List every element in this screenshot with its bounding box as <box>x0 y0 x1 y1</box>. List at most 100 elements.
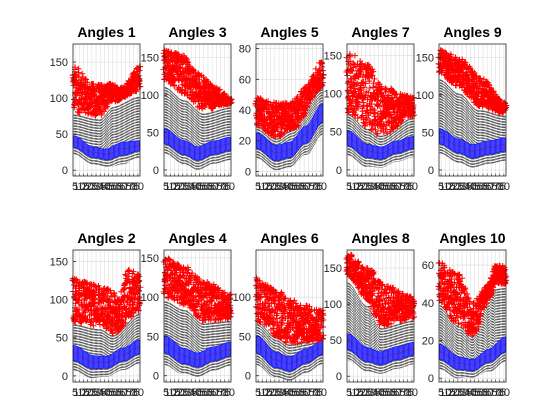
y-tick-label: 50 <box>56 129 68 141</box>
outlier-marker <box>115 306 122 313</box>
subplot-title: Angles 2 <box>77 230 136 246</box>
x-tick-label: 65 <box>119 387 131 399</box>
outlier-marker <box>76 109 83 116</box>
outlier-marker <box>79 70 86 77</box>
x-tick-label: 45 <box>102 181 114 193</box>
outlier-marker <box>130 310 137 317</box>
y-tick-label: 0 <box>62 165 68 177</box>
x-tick-label: 5 <box>72 387 78 399</box>
outlier-marker <box>126 267 133 274</box>
x-tick-label: 75 <box>128 387 140 399</box>
y-tick-label: 100 <box>141 90 159 102</box>
x-tick-label: 5 <box>72 181 78 193</box>
x-tick-label: 80 <box>132 387 144 399</box>
outlier-marker <box>136 77 143 84</box>
x-tick-label: 40 <box>98 387 110 399</box>
outlier-marker <box>132 86 139 93</box>
y-tick-label: 0 <box>153 371 159 383</box>
x-tick-label: 80 <box>223 387 235 399</box>
outlier-marker <box>122 320 129 327</box>
outliers <box>69 267 144 337</box>
y-tick-label: 150 <box>141 53 159 65</box>
outlier-marker <box>78 319 85 326</box>
subplot-1: 0501001505101520253035404550556065707580… <box>50 24 144 193</box>
outlier-marker <box>125 273 132 280</box>
outlier-marker <box>115 328 122 335</box>
outlier-marker <box>112 293 119 300</box>
x-tick-label: 15 <box>77 181 89 193</box>
outlier-marker <box>100 298 107 305</box>
x-tick-label: 65 <box>119 181 131 193</box>
x-tick-label: 55 <box>111 387 123 399</box>
x-tick-label: 70 <box>123 181 135 193</box>
outlier-marker <box>88 95 95 102</box>
outlier-marker <box>107 287 114 294</box>
y-tick-label: 150 <box>50 57 68 69</box>
x-tick-label: 80 <box>223 181 235 193</box>
subplot-title: Angles 1 <box>77 24 136 40</box>
outlier-marker <box>87 321 94 328</box>
outlier-marker <box>104 292 111 299</box>
outlier-marker <box>106 297 113 304</box>
outlier-marker <box>72 71 79 78</box>
subplot-2: 0501001505101520253035404550556065707580… <box>50 230 144 399</box>
subplot-3: 0501001505101520253035404550556065707580… <box>141 24 235 193</box>
outlier-marker <box>81 99 88 106</box>
y-tick-label: 50 <box>147 331 159 343</box>
x-tick-label: 80 <box>315 181 327 193</box>
outlier-marker <box>83 318 90 325</box>
outlier-marker <box>124 268 131 275</box>
x-tick-label: 10 <box>73 181 85 193</box>
outlier-marker <box>78 90 85 97</box>
x-tick-label: 25 <box>86 387 98 399</box>
y-tick-label: 20 <box>239 136 251 148</box>
outlier-marker <box>120 286 127 293</box>
outlier-marker <box>135 295 142 302</box>
y-tick-label: 100 <box>50 295 68 307</box>
y-tick-label: 0 <box>153 165 159 177</box>
outlier-marker <box>92 283 99 290</box>
y-ticks: 0 50 100 150 <box>50 57 76 177</box>
outlier-marker <box>122 313 129 320</box>
outlier-marker <box>122 93 129 100</box>
outlier-marker <box>82 76 89 83</box>
outlier-marker <box>75 306 82 313</box>
outlier-marker <box>78 299 85 306</box>
x-tick-label: 60 <box>115 181 127 193</box>
outlier-marker <box>136 287 143 294</box>
outlier-marker <box>98 112 105 119</box>
subplot-grid: 0501001505101520253035404550556065707580… <box>50 24 510 399</box>
x-tick-label: 30 <box>90 387 102 399</box>
outlier-marker <box>136 273 143 280</box>
y-tick-label: 60 <box>239 74 251 86</box>
outlier-marker <box>92 90 99 97</box>
outlier-marker <box>128 90 135 97</box>
x-tick-label: 45 <box>102 387 114 399</box>
outlier-marker <box>91 295 98 302</box>
box-series <box>72 313 141 379</box>
x-tick-label: 55 <box>111 181 123 193</box>
axes-frame <box>72 43 141 177</box>
subplot-title: Angles 4 <box>168 230 227 246</box>
y-tick-label: 150 <box>50 256 68 268</box>
outlier-marker <box>104 103 111 110</box>
y-tick-label: 150 <box>141 253 159 265</box>
box-series <box>163 87 232 170</box>
x-tick-label: 30 <box>90 181 102 193</box>
outlier-marker <box>90 322 97 329</box>
outlier-marker <box>107 314 114 321</box>
outlier-marker <box>119 322 126 329</box>
x-tick-label: 50 <box>107 387 119 399</box>
outlier-marker <box>133 283 140 290</box>
outlier-marker <box>96 285 103 292</box>
outlier-marker <box>93 312 100 319</box>
subplot-title: Angles 5 <box>260 24 319 40</box>
outlier-marker <box>135 307 142 314</box>
outlier-marker <box>86 291 93 298</box>
y-tick-label: 100 <box>50 93 68 105</box>
outlier-marker <box>75 65 82 72</box>
y-tick-label: 80 <box>239 44 251 56</box>
